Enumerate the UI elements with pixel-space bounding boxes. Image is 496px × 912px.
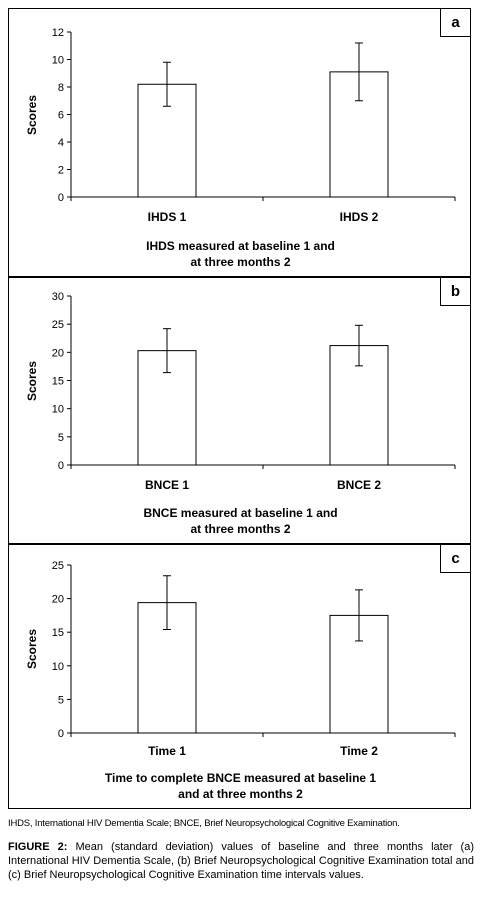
chart-c-y-tick-label: 5 <box>58 694 64 706</box>
chart-c-xlabel-line1: Time to complete BNCE measured at baseli… <box>104 771 377 785</box>
chart-c-y-tick-label: 20 <box>52 594 64 606</box>
chart-b-y-tick-label: 30 <box>52 291 64 303</box>
chart-c-y-tick-label: 0 <box>58 728 64 740</box>
chart-c-xlabel-line2: and at three months 2 <box>178 787 303 801</box>
chart-c-category-label: Time 2 <box>340 744 378 758</box>
panel-label-c: c <box>440 545 470 573</box>
figure-caption-text: Mean (standard deviation) values of base… <box>8 841 474 881</box>
chart-c-y-tick-label: 10 <box>52 661 64 673</box>
chart-a-xlabel-line2: at three months 2 <box>190 255 291 269</box>
chart-b-xlabel-line1: BNCE measured at baseline 1 and <box>143 506 338 520</box>
chart-panel-c: c 0 5 10 15 20 25 Scores Time 1 Time 2 Time to c… <box>8 544 471 809</box>
chart-b-y-tick-label: 10 <box>52 404 64 416</box>
chart-a-xlabel: IHDS measured at baseline 1 and at three… <box>9 238 472 270</box>
chart-b-y-tick-label: 25 <box>52 319 64 331</box>
chart-c-y-tick-label: 15 <box>52 627 64 639</box>
chart-b-category-label: BNCE 2 <box>337 478 381 492</box>
chart-c-xlabel: Time to complete BNCE measured at baseli… <box>9 770 472 802</box>
chart-a-category-label: IHDS 1 <box>148 210 187 224</box>
chart-a-y-tick-label: 12 <box>52 27 64 39</box>
chart-a-y-tick-label: 2 <box>58 165 64 177</box>
chart-c-category-label: Time 1 <box>148 744 186 758</box>
chart-b-y-tick-label: 0 <box>58 460 64 472</box>
chart-panel-b: b 0 5 10 15 20 25 30 Scores BNCE 1 BNCE 2 BNCE me… <box>8 277 471 544</box>
abbreviations-note: IHDS, International HIV Dementia Scale; … <box>8 818 400 829</box>
panel-label-a: a <box>440 9 470 37</box>
chart-a-y-tick-label: 0 <box>58 192 64 204</box>
chart-a-category-label: IHDS 2 <box>340 210 379 224</box>
chart-b-ylabel: Scores <box>25 361 39 401</box>
chart-a-y-tick-label: 10 <box>52 55 64 67</box>
chart-a-y-tick-label: 4 <box>58 137 64 149</box>
chart-b-xlabel-line2: at three months 2 <box>190 522 291 536</box>
chart-a-svg: 0 2 4 6 8 10 12 Scores IHDS 1 IHDS 2 <box>25 27 456 224</box>
chart-b-xlabel: BNCE measured at baseline 1 and at three… <box>9 505 472 537</box>
chart-b-y-tick-label: 15 <box>52 376 64 388</box>
chart-a-ylabel: Scores <box>25 95 39 135</box>
chart-a-xlabel-line1: IHDS measured at baseline 1 and <box>146 239 335 253</box>
chart-b-y-tick-label: 20 <box>52 347 64 359</box>
figure-caption-label: FIGURE 2: <box>8 841 68 853</box>
chart-a-y-tick-label: 8 <box>58 82 64 94</box>
figure-caption: FIGURE 2: Mean (standard deviation) valu… <box>8 840 474 882</box>
chart-b-y-tick-label: 5 <box>58 432 64 444</box>
chart-a-y-tick-label: 6 <box>58 110 64 122</box>
chart-panel-a: a 0 2 4 6 8 10 12 Scores IHDS 1 IHDS 2 IHDS measu… <box>8 8 471 277</box>
chart-b-svg: 0 5 10 15 20 25 30 Scores BNCE 1 BNCE 2 <box>25 291 456 492</box>
chart-c-ylabel: Scores <box>25 629 39 669</box>
chart-c-svg: 0 5 10 15 20 25 Scores Time 1 Time 2 <box>25 560 456 758</box>
panel-label-b: b <box>440 278 470 306</box>
chart-b-category-label: BNCE 1 <box>145 478 189 492</box>
chart-c-y-tick-label: 25 <box>52 560 64 572</box>
